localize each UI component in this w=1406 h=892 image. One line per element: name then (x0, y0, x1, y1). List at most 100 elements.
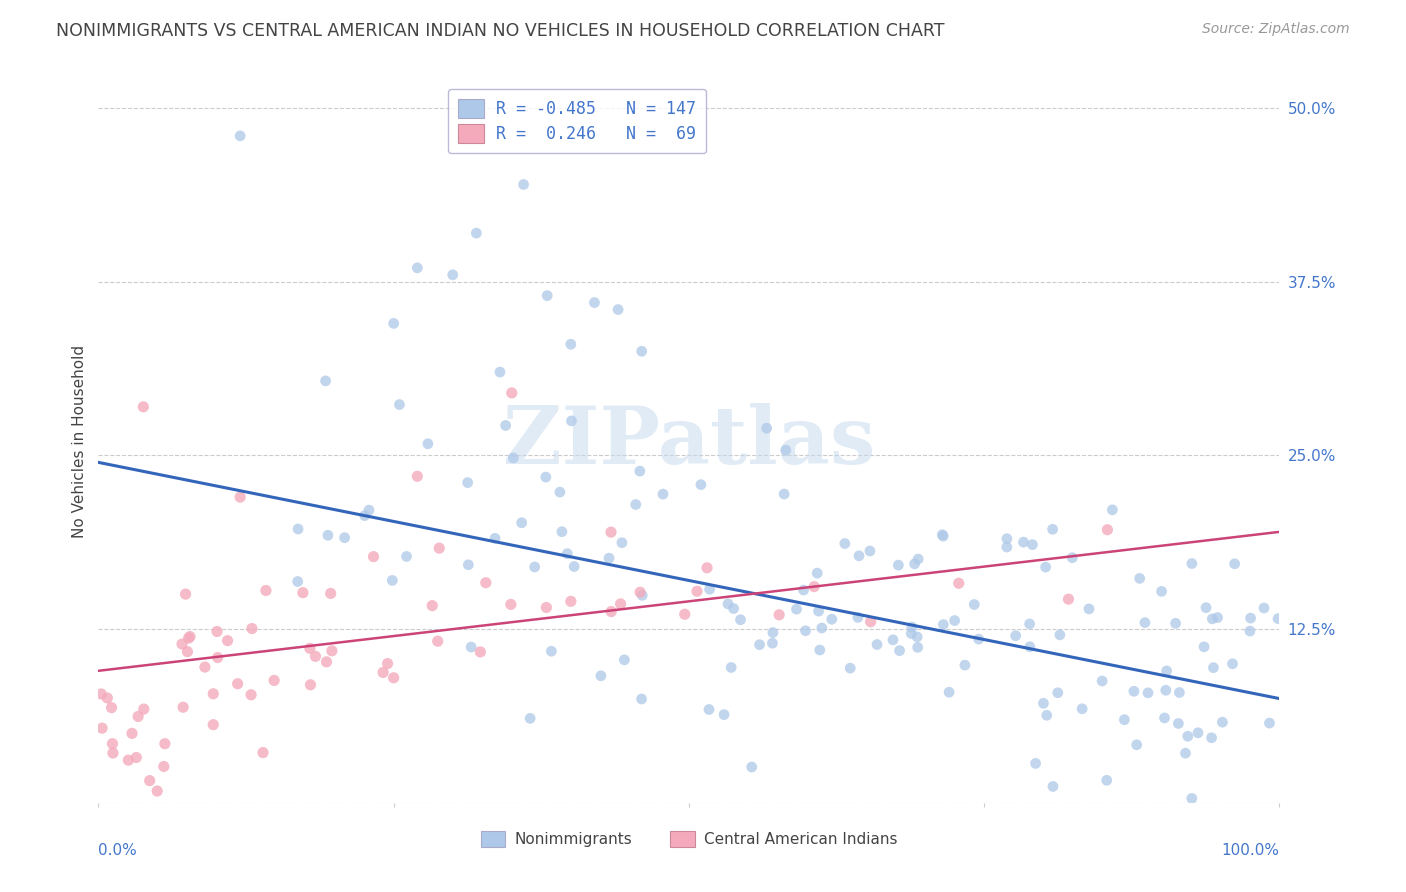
Point (536, 600, 558, 615)
Point (548, 485, 571, 500)
Point (388, 398, 411, 412)
Point (803, 580, 825, 594)
Point (1035, 560, 1057, 574)
Point (96, 690, 118, 705)
Point (321, 644, 343, 658)
Point (1201, 612, 1223, 626)
Point (907, 640, 929, 655)
Point (821, 612, 844, 626)
Point (1091, 673, 1114, 688)
Point (1201, 731, 1223, 745)
Point (315, 655, 337, 669)
Point (628, 464, 651, 478)
Point (441, 268, 464, 282)
Point (287, 522, 309, 536)
Point (457, 475, 479, 490)
Point (610, 535, 633, 549)
Point (1187, 726, 1209, 740)
Point (903, 557, 925, 571)
Point (202, 687, 225, 701)
Point (631, 588, 654, 602)
Point (699, 582, 721, 597)
Legend: Nonimmigrants, Central American Indians: Nonimmigrants, Central American Indians (474, 825, 904, 853)
Point (406, 469, 429, 483)
Point (177, 631, 200, 645)
Point (1164, 616, 1187, 631)
Point (866, 638, 889, 652)
Point (1122, 684, 1144, 698)
Point (839, 661, 862, 675)
Point (519, 711, 541, 725)
Point (146, 784, 169, 798)
Point (1253, 601, 1275, 615)
Point (240, 688, 263, 702)
Point (717, 597, 740, 611)
Point (1239, 611, 1261, 625)
Point (859, 615, 882, 629)
Point (1167, 716, 1189, 731)
Point (1258, 716, 1281, 731)
Point (1154, 683, 1177, 698)
Point (1004, 629, 1026, 643)
Point (1156, 664, 1178, 678)
Point (252, 746, 274, 760)
Point (932, 529, 955, 543)
Point (475, 575, 498, 590)
Point (202, 717, 225, 731)
Point (381, 574, 404, 588)
Point (138, 773, 160, 788)
Point (1267, 612, 1289, 626)
Point (489, 365, 512, 379)
Point (609, 597, 631, 611)
Point (562, 559, 585, 574)
Point (534, 470, 557, 484)
Point (1192, 640, 1215, 654)
Point (907, 552, 929, 566)
Point (502, 450, 524, 465)
Point (1071, 702, 1094, 716)
Point (963, 598, 986, 612)
Point (551, 524, 574, 539)
Point (1035, 708, 1057, 723)
Point (938, 685, 960, 699)
Point (748, 638, 770, 652)
Point (630, 344, 652, 359)
Point (882, 632, 904, 647)
Point (600, 525, 623, 540)
Point (1133, 615, 1156, 630)
Point (316, 528, 339, 542)
Point (484, 531, 506, 545)
Point (174, 587, 197, 601)
Point (697, 702, 720, 716)
Point (460, 640, 482, 654)
Point (1097, 523, 1119, 537)
Text: ZIPatlas: ZIPatlas (503, 402, 875, 481)
Point (1181, 791, 1204, 805)
Point (179, 630, 201, 644)
Point (761, 636, 783, 650)
Point (755, 421, 778, 435)
Text: Source: ZipAtlas.com: Source: ZipAtlas.com (1202, 22, 1350, 37)
Point (943, 614, 966, 628)
Point (696, 561, 718, 575)
Point (207, 650, 229, 665)
Point (887, 558, 910, 573)
Point (794, 624, 817, 638)
Point (1129, 571, 1152, 585)
Point (713, 707, 735, 722)
Point (560, 594, 582, 608)
Point (427, 541, 450, 556)
Point (512, 178, 534, 192)
Point (132, 702, 155, 716)
Point (807, 604, 830, 618)
Point (377, 657, 399, 671)
Point (846, 610, 869, 624)
Point (723, 601, 745, 615)
Point (1125, 738, 1147, 752)
Point (624, 498, 647, 512)
Point (298, 641, 321, 656)
Point (948, 576, 970, 591)
Point (1211, 715, 1233, 730)
Point (117, 753, 139, 767)
Point (470, 645, 492, 659)
